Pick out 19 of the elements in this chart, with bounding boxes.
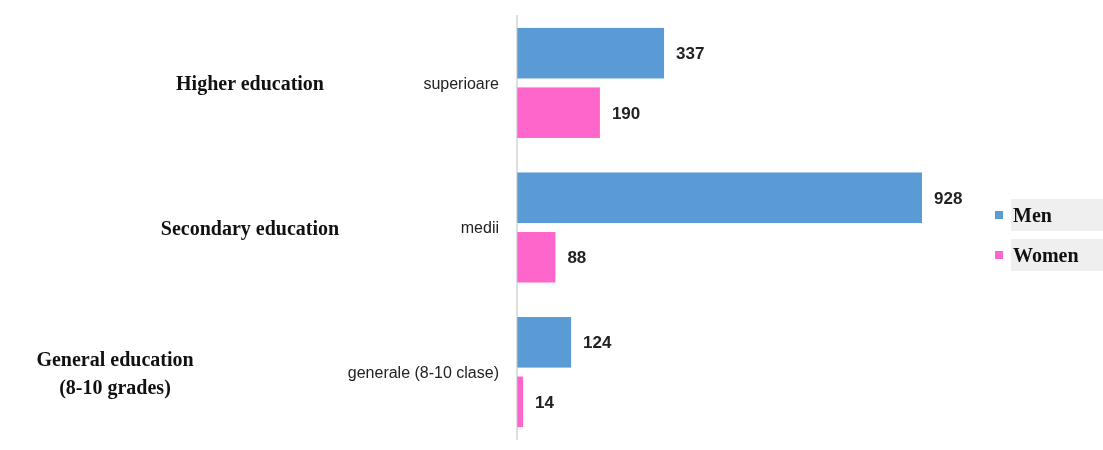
data-label: 928 (934, 188, 963, 208)
bar (517, 317, 572, 368)
bar (517, 27, 665, 79)
data-label: 337 (676, 44, 705, 64)
legend-label: Women (1013, 244, 1079, 266)
y-tick-label: superioare (423, 74, 500, 92)
text: Higher education (176, 71, 324, 95)
data-label: 88 (567, 248, 587, 268)
data-label: 190 (611, 103, 641, 123)
text: General education (8-10 grades) (36, 348, 194, 400)
text: Secondary education (160, 216, 340, 240)
bar (517, 87, 600, 138)
bar (517, 231, 556, 283)
data-label: 14 (535, 392, 555, 412)
data-label: 124 (583, 333, 613, 353)
y-tick-label: medii (460, 219, 499, 237)
bar (517, 172, 922, 224)
y-tick-label: generale (8-10 clase) (347, 363, 499, 381)
legend-label: Men (1013, 204, 1052, 226)
